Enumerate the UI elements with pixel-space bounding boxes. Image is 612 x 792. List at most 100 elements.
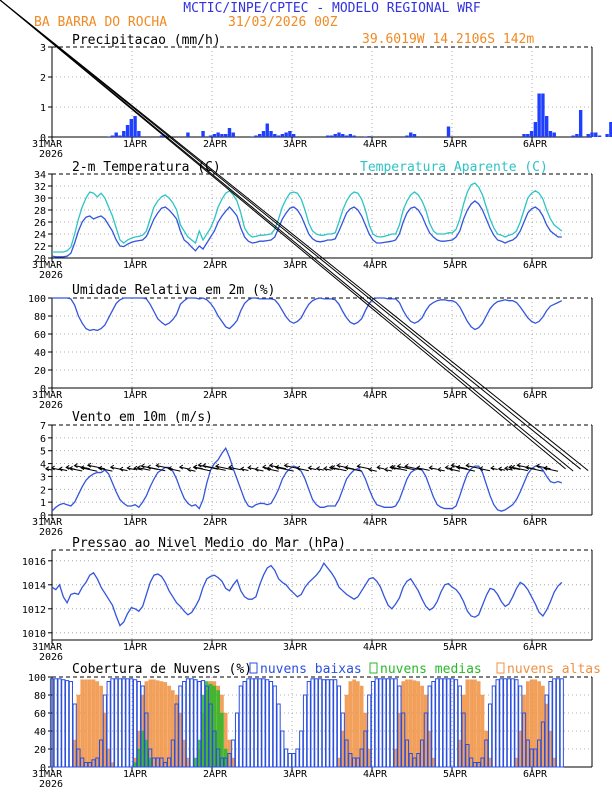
cloud-bar-low bbox=[457, 685, 462, 768]
wind-vector-head bbox=[315, 466, 320, 472]
wind-vector-head bbox=[416, 465, 421, 471]
wind-ytick-label: 3 bbox=[40, 472, 46, 483]
cloud-bar-low bbox=[125, 678, 130, 768]
cloud-bar-low bbox=[333, 679, 338, 768]
cloud-bar-low bbox=[525, 739, 530, 768]
precip-bar bbox=[224, 134, 228, 137]
wind-vector bbox=[255, 468, 264, 472]
cloud-bar-low bbox=[393, 678, 398, 768]
cloud-bar-low bbox=[174, 703, 179, 768]
wind-vector-head bbox=[478, 466, 484, 472]
precip-bar bbox=[537, 93, 541, 137]
temp-xtick-label: 3APR bbox=[283, 260, 308, 271]
wind-vector-head bbox=[178, 464, 184, 470]
cloud-bar-low bbox=[359, 748, 364, 768]
cloud-bar-low bbox=[480, 757, 485, 768]
wind-vector-head bbox=[109, 464, 115, 470]
rh-line bbox=[52, 297, 563, 332]
cloud-bar-low bbox=[378, 678, 383, 768]
precip-title: Precipitacao (mm/h) bbox=[72, 33, 221, 48]
precip-bar bbox=[208, 135, 213, 137]
cloud-bar-low bbox=[386, 678, 391, 768]
wind-vector bbox=[525, 467, 544, 472]
wind-vector-head bbox=[133, 465, 138, 471]
cloud-bar-high bbox=[159, 681, 164, 768]
wind-vector-head bbox=[330, 465, 336, 471]
cloud-bar-low bbox=[431, 681, 436, 768]
coords-label: 39.6019W 14.2106S 142m bbox=[362, 32, 534, 47]
rh-ytick-label: 20 bbox=[34, 366, 46, 377]
clouds-year-label: 2026 bbox=[39, 779, 63, 790]
pres-xtick-label: 5APR bbox=[443, 642, 468, 653]
cloud-bar-low bbox=[72, 703, 77, 768]
clouds-ytick-label: 100 bbox=[28, 673, 46, 684]
cloud-bar-low bbox=[521, 712, 527, 768]
wind-vector bbox=[449, 468, 460, 472]
clouds-legend-high: nuvens altas bbox=[507, 662, 601, 677]
precip-ytick-label: 3 bbox=[40, 43, 46, 54]
cloud-bar-low bbox=[363, 730, 368, 768]
wind-vector bbox=[269, 464, 287, 470]
cloud-bar-low bbox=[49, 678, 55, 768]
precip-bar bbox=[544, 116, 549, 137]
cloud-bar-low bbox=[295, 748, 300, 768]
wind-vector-head bbox=[404, 463, 409, 469]
cloud-bar-high bbox=[412, 680, 417, 768]
precip-ytick-label: 2 bbox=[40, 73, 46, 84]
cloud-bar-low bbox=[382, 678, 387, 768]
pres-xtick-label: 31MAR bbox=[32, 642, 63, 653]
precip-xtick-label: 3APR bbox=[283, 139, 308, 150]
wind-vector-head bbox=[283, 463, 288, 468]
wind-vector bbox=[511, 466, 528, 472]
precip-bar bbox=[597, 135, 602, 137]
cloud-bar-low bbox=[495, 679, 500, 768]
wind-vector bbox=[344, 467, 362, 472]
cloud-bar-low bbox=[370, 681, 376, 768]
precip-bar bbox=[110, 135, 115, 137]
clouds-ytick-label: 0 bbox=[40, 763, 46, 774]
wind-ytick-label: 6 bbox=[40, 434, 46, 445]
cloud-bar-low bbox=[416, 753, 421, 768]
cloud-bar-low bbox=[151, 757, 157, 768]
wind-vector bbox=[179, 466, 189, 470]
wind-vector-head bbox=[58, 466, 63, 472]
cloud-bar-low bbox=[408, 753, 413, 768]
cloud-bar-low bbox=[325, 679, 330, 768]
rh-xtick-label: 2APR bbox=[203, 390, 228, 401]
wind-vector bbox=[0, 0, 574, 472]
precip-bar bbox=[586, 134, 590, 137]
pres-xtick-label: 4APR bbox=[363, 642, 388, 653]
wind-vector-head bbox=[140, 463, 145, 469]
cloud-bar-low bbox=[465, 744, 470, 768]
precip-bar bbox=[250, 136, 254, 137]
wind-vector-head bbox=[97, 465, 103, 471]
pres-ytick-label: 1010 bbox=[22, 629, 46, 640]
cloud-bar-low bbox=[506, 678, 512, 768]
wind-vector bbox=[0, 0, 566, 470]
wind-vector-head bbox=[455, 464, 461, 470]
precip-bar bbox=[220, 134, 224, 137]
cloud-bar-low bbox=[450, 678, 455, 768]
precip-bar bbox=[257, 134, 262, 137]
wind-vector-head bbox=[428, 465, 433, 471]
wind-vector bbox=[536, 465, 551, 470]
cloud-bar-low bbox=[355, 757, 360, 768]
cloud-bar-low bbox=[261, 678, 266, 768]
precip-bar bbox=[344, 135, 349, 137]
cloud-bar-low bbox=[306, 681, 311, 768]
temp-title: 2-m Temperatura (C) bbox=[72, 160, 221, 175]
precip-bar bbox=[578, 110, 583, 137]
cloud-bar-low bbox=[185, 678, 191, 768]
wind-vector-head bbox=[50, 465, 55, 471]
cloud-bar-low bbox=[438, 678, 444, 768]
cloud-bar-low bbox=[234, 712, 240, 768]
wind-vector-head bbox=[524, 465, 530, 470]
cloud-bar-low bbox=[61, 679, 66, 768]
wind-ytick-label: 0 bbox=[40, 511, 46, 522]
cloud-bar-low bbox=[276, 703, 281, 768]
wind-vector bbox=[215, 465, 234, 471]
cloud-bar-low bbox=[302, 694, 308, 768]
cloud-bar-low bbox=[397, 685, 402, 768]
precip-bar bbox=[129, 119, 133, 137]
wind-vector-head bbox=[535, 463, 540, 469]
